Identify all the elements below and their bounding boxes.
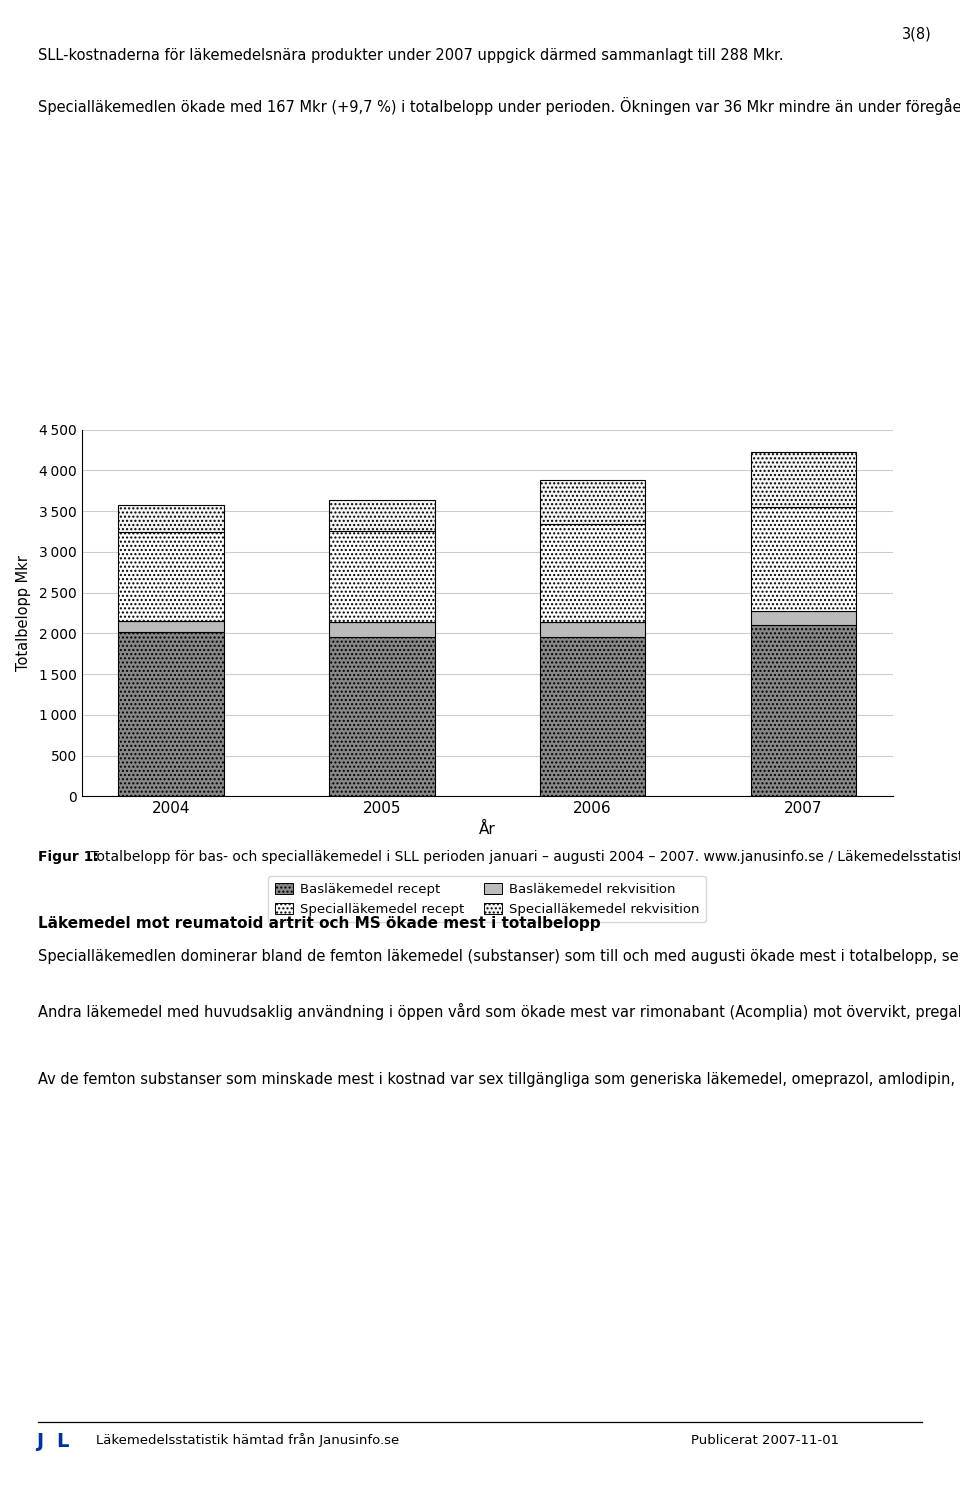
Bar — [118, 632, 224, 796]
Bar — [329, 621, 435, 636]
Text: Publicerat 2007-11-01: Publicerat 2007-11-01 — [691, 1434, 839, 1446]
Bar — [751, 507, 856, 611]
Text: SLL-kostnaderna för läkemedelsnära produkter under 2007 uppgick därmed sammanlag: SLL-kostnaderna för läkemedelsnära produ… — [38, 48, 784, 63]
Bar — [540, 481, 645, 524]
X-axis label: År: År — [479, 822, 495, 837]
Bar — [751, 452, 856, 507]
Bar — [329, 531, 435, 621]
Text: J: J — [36, 1433, 43, 1451]
Bar — [118, 531, 224, 621]
Bar — [540, 636, 645, 796]
Text: Figur 1:: Figur 1: — [38, 850, 99, 864]
Text: Av de femton substanser som minskade mest i kostnad var sex tillgängliga som gen: Av de femton substanser som minskade mes… — [38, 1070, 960, 1087]
Text: Läkemedelsstatistik hämtad från Janusinfo.se: Läkemedelsstatistik hämtad från Janusinf… — [96, 1433, 399, 1448]
Bar — [329, 636, 435, 796]
Bar — [329, 500, 435, 531]
Text: Specialläkemedlen dominerar bland de femton läkemedel (substanser) som till och : Specialläkemedlen dominerar bland de fem… — [38, 949, 960, 964]
Legend: Basläkemedel recept, Specialläkemedel recept, Basläkemedel rekvisition, Speciall: Basläkemedel recept, Specialläkemedel re… — [268, 876, 707, 922]
Bar — [751, 626, 856, 796]
Text: Totalbelopp för bas- och specialläkemedel i SLL perioden januari – augusti 2004 : Totalbelopp för bas- och specialläkemede… — [86, 850, 960, 864]
Bar — [540, 524, 645, 621]
Text: 3(8): 3(8) — [901, 27, 931, 42]
Bar — [118, 504, 224, 531]
Bar — [118, 621, 224, 632]
Text: Läkemedel mot reumatoid artrit och MS ökade mest i totalbelopp: Läkemedel mot reumatoid artrit och MS ök… — [38, 916, 601, 931]
Y-axis label: Totalbelopp Mkr: Totalbelopp Mkr — [15, 555, 31, 671]
Text: Specialläkemedlen ökade med 167 Mkr (+9,7 %) i totalbelopp under perioden. Öknin: Specialläkemedlen ökade med 167 Mkr (+9,… — [38, 97, 960, 115]
Bar — [751, 611, 856, 626]
Text: L: L — [56, 1433, 68, 1451]
Bar — [540, 621, 645, 636]
Text: Andra läkemedel med huvudsaklig användning i öppen vård som ökade mest var rimon: Andra läkemedel med huvudsaklig användni… — [38, 1003, 960, 1019]
